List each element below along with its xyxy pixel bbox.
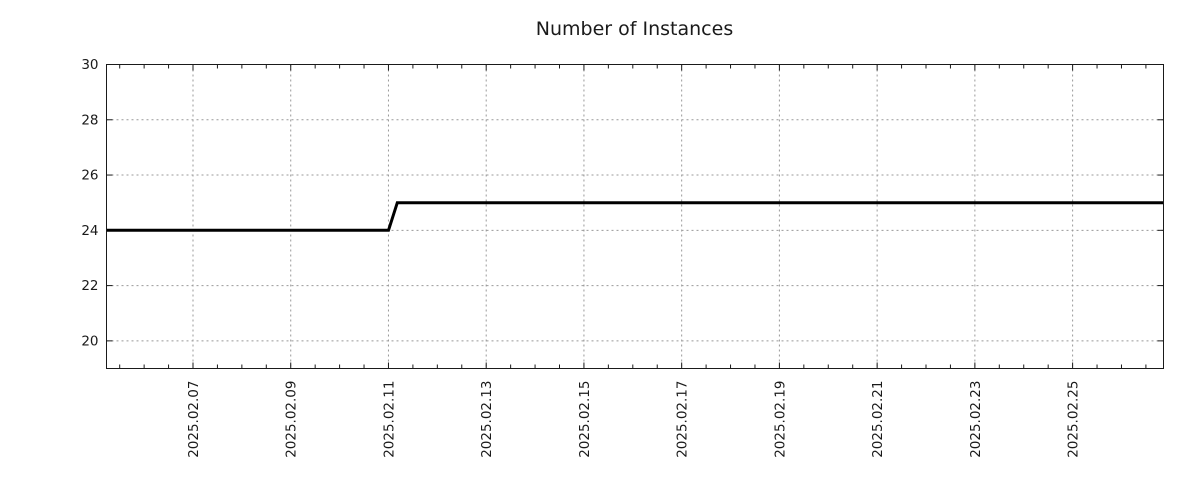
y-tick-label: 20 bbox=[81, 333, 98, 349]
plot-border bbox=[106, 64, 1164, 369]
y-tick-label: 26 bbox=[81, 168, 98, 184]
x-tick-label: 2025.02.07 bbox=[186, 381, 202, 458]
data-line bbox=[106, 201, 1164, 232]
y-tick-label: 24 bbox=[81, 223, 98, 239]
x-tick-label: 2025.02.17 bbox=[675, 381, 691, 458]
x-tick-label: 2025.02.13 bbox=[479, 381, 495, 458]
chart-title: Number of Instances bbox=[535, 18, 734, 40]
y-tick-label: 30 bbox=[81, 57, 98, 73]
x-tick-label: 2025.02.09 bbox=[284, 381, 300, 458]
x-tick-label: 2025.02.21 bbox=[870, 381, 886, 458]
y-tick-label: 22 bbox=[81, 278, 98, 294]
x-tick-label: 2025.02.19 bbox=[772, 381, 788, 458]
x-tick-label: 2025.02.25 bbox=[1066, 381, 1082, 458]
y-tick-label: 28 bbox=[81, 112, 98, 128]
x-tick-label: 2025.02.23 bbox=[968, 381, 984, 458]
x-tick-label: 2025.02.15 bbox=[577, 381, 593, 458]
x-tick-label: 2025.02.11 bbox=[381, 381, 397, 458]
